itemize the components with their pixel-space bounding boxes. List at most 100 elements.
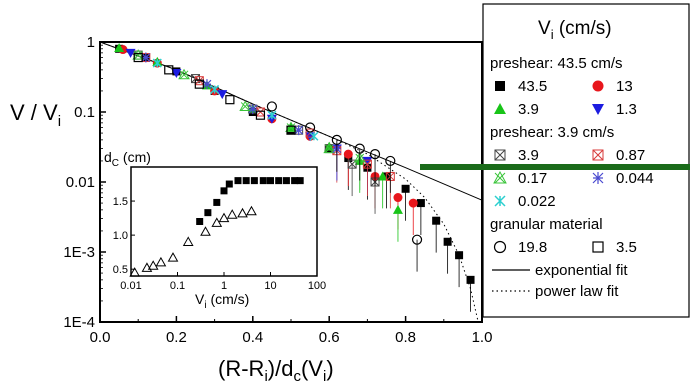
y-tick-label: 0.1 [74,104,95,121]
inset-data-point [226,209,238,219]
data-point [385,155,396,167]
inset-x-tick-label: 10 [264,280,276,292]
main-plot-area [99,41,483,323]
y-tick-label: 0.01 [66,174,95,191]
legend-marker [592,172,604,184]
legend-marker [493,170,507,184]
data-point [392,204,403,214]
data-point [217,90,228,100]
inset-x-tick-label: 0.01 [120,280,141,292]
inset-data-point [296,177,304,185]
inset-x-label: Vi (cm/s) [195,291,249,311]
inset-data-point [259,177,267,185]
data-point [331,134,342,145]
legend-marker [592,104,604,115]
data-point [393,193,403,203]
data-point [305,122,316,133]
legend-entry-label: 3.5 [616,239,637,256]
inset-data-point [234,177,242,185]
legend-entry-label: 0.87 [616,147,645,164]
fit-line-dotted [99,41,479,323]
highlight-band [420,164,690,170]
inset-y-label: dC (cm) [104,149,151,169]
x-axis-label: (R-Ri)/dc(Vi) [218,356,334,383]
legend-box [482,3,690,318]
x-tick-label: 0.4 [242,329,263,346]
legend-entry-label: 0.022 [518,193,556,210]
inset-data-point [267,177,274,185]
inset-axes: 0.01 0.1 1 10 100 0.5 1.0 1.5 [113,196,326,292]
y-tick-label: 1E-4 [63,314,95,331]
data-point [152,58,162,68]
data-point [114,43,125,53]
data-point [443,237,452,246]
data-point [416,199,425,208]
y-tick-label: 1 [87,34,95,51]
legend-items: preshear: 43.5 cm/s 43.5 13 3.9 1.3preshear:… [490,55,654,300]
data-point [266,101,277,112]
x-tick-label: 0.0 [90,329,111,346]
inset-data-point [129,267,141,277]
data-point [323,142,336,154]
data-point [466,275,475,284]
inset-data-point [225,180,233,188]
inset-data-point [155,256,167,267]
data-point [255,107,265,117]
legend-entry-label: 13 [616,78,633,95]
legend-entry-label: 19.8 [518,239,547,256]
inset-data-point [204,209,212,217]
legend-entry-label: 3.9 [518,147,539,164]
data-point [354,143,365,154]
inset-y-tick-label: 1.0 [113,230,128,242]
data-point [294,125,304,136]
inset-data-point [141,262,153,272]
data-point [432,216,441,225]
data-point [343,149,353,159]
legend-entry-label: 3.9 [518,101,539,118]
x-tick-label: 0.2 [166,329,187,346]
data-point [377,171,388,181]
data-point [141,52,151,63]
data-point [411,234,423,245]
legend-group-header: preshear: 43.5 cm/s [490,55,623,72]
data-point [132,49,145,60]
legend-marker [493,240,507,254]
inset-data-point [213,198,221,206]
legend-marker [495,81,505,91]
data-point [309,131,319,141]
legend-marker [494,149,506,161]
legend-entry-label: 0.17 [518,170,547,187]
data-point [267,110,277,120]
inset-data-point [275,177,283,185]
legend-entry-label: 0.044 [616,170,654,187]
data-point [455,251,464,260]
legend-marker [494,103,506,114]
x-tick-label: 0.8 [395,329,416,346]
inset-data-point [218,212,230,223]
x-tick-label: 1.0 [472,329,493,346]
data-point [248,104,258,115]
inset-data-point [242,177,250,185]
inset-x-tick-label: 1 [221,280,227,292]
data-point [133,52,143,63]
data-point [362,156,373,166]
data-point [369,149,381,160]
data-point [225,95,235,105]
data-point [202,79,212,90]
inset-data-point [250,177,258,185]
inset-x-tick-label: 100 [308,280,326,292]
inset-data-point [220,187,228,195]
inset-data-point [167,252,179,262]
inset-data-point [196,218,204,225]
y-axis-label: V / Vi [10,100,61,130]
legend-marker [592,241,604,253]
legend-title: Vi (cm/s) [538,18,612,42]
legend-entry-label: 1.3 [616,101,637,118]
inset-data-point [200,226,211,236]
legend-group-header: preshear: 3.9 cm/s [490,124,614,141]
data-point [194,79,204,89]
inset-y-tick-label: 1.5 [113,196,128,208]
data-point [210,84,220,94]
data-point [255,110,266,120]
